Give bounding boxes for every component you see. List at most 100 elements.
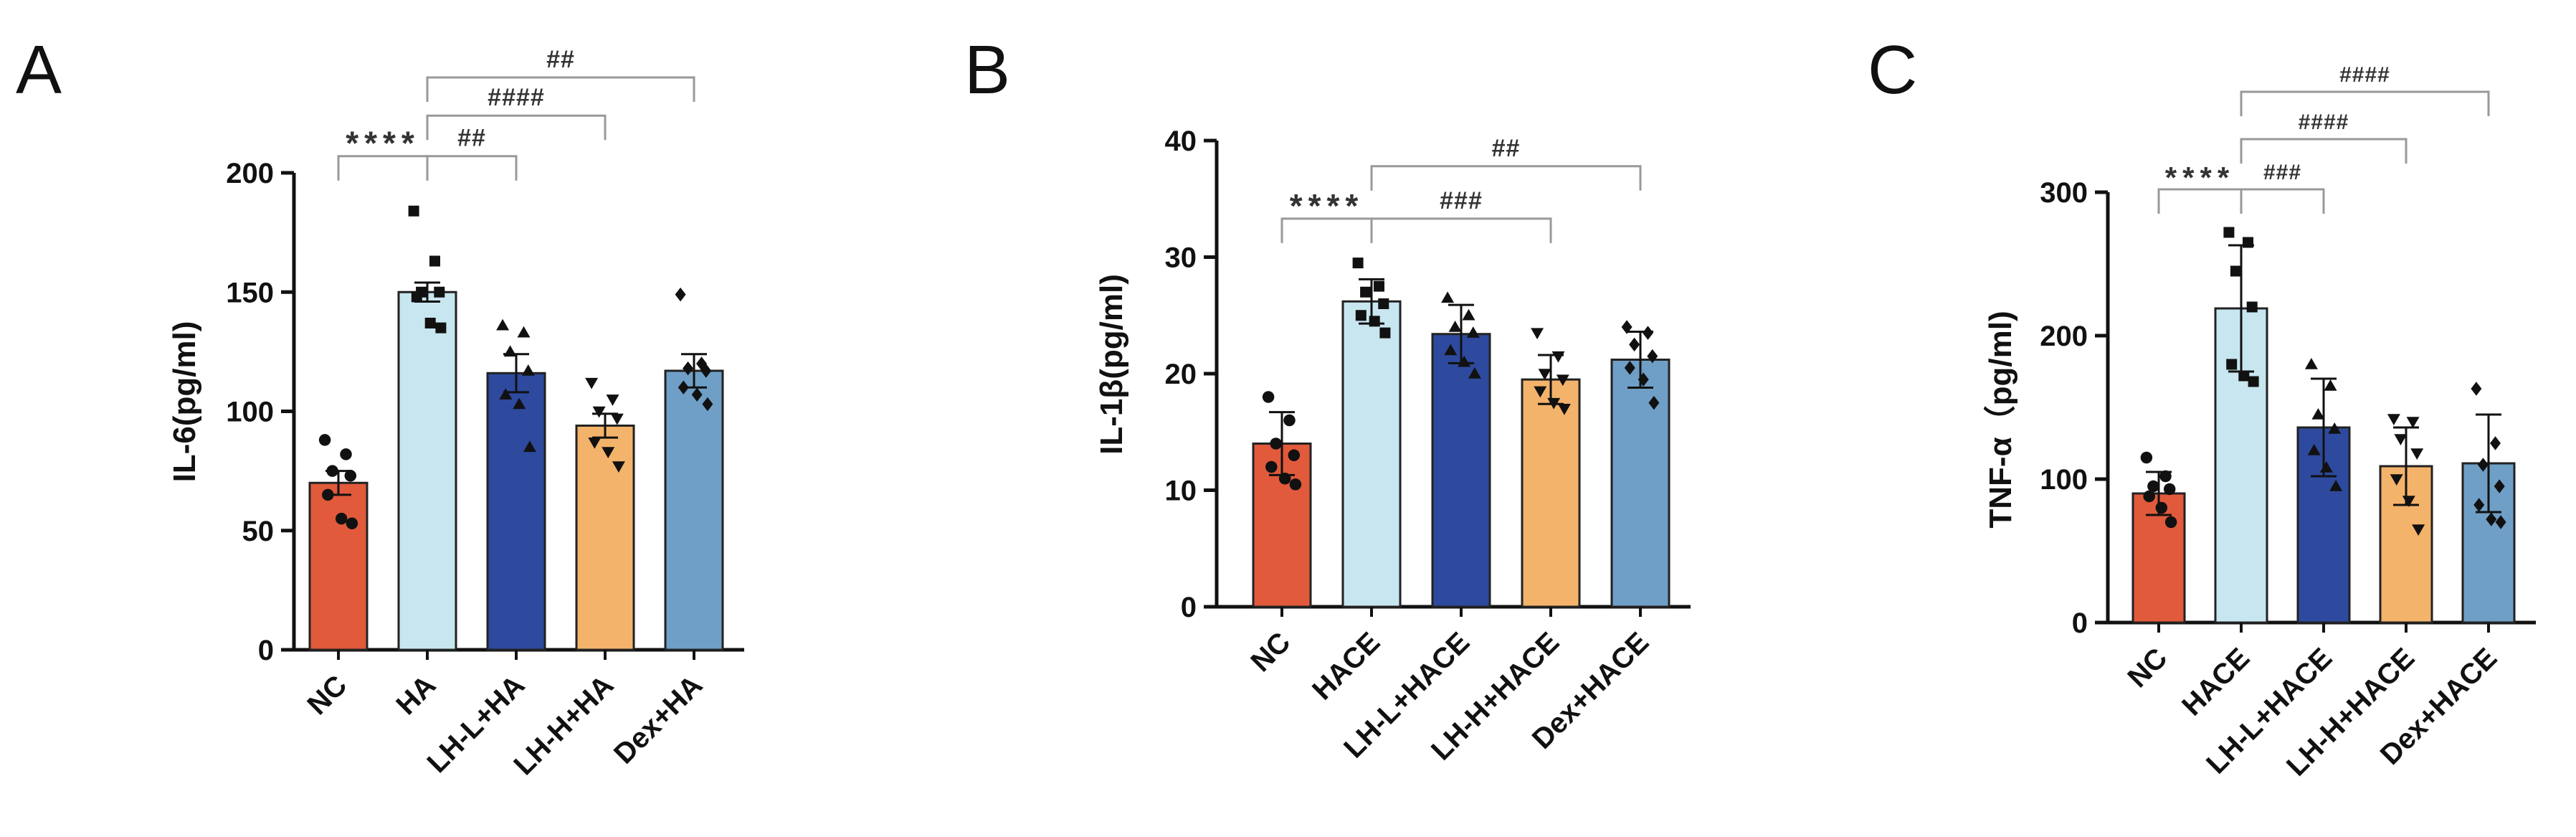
significance-label: ## (546, 46, 575, 73)
data-point (2248, 376, 2259, 387)
data-point (2311, 408, 2325, 420)
bar (1431, 333, 1491, 608)
bar (664, 369, 724, 651)
significance-label: ### (2263, 161, 2301, 184)
data-point (1648, 395, 1660, 410)
data-point (1283, 414, 1296, 427)
data-point (2494, 479, 2505, 493)
data-point (1289, 478, 1302, 491)
data-point (1624, 361, 1635, 375)
data-point (2477, 458, 2489, 472)
significance-bracket (2240, 188, 2325, 214)
data-point (523, 440, 536, 453)
significance-bracket (2240, 138, 2408, 164)
data-point (2410, 448, 2424, 460)
significance-bracket (426, 155, 518, 181)
y-tick-label: 0 (2072, 607, 2088, 639)
data-point (1288, 449, 1301, 461)
bar (308, 481, 369, 651)
data-point (1278, 473, 1291, 485)
data-point (585, 377, 599, 389)
y-tick-label: 20 (1165, 359, 1197, 390)
data-point (1444, 344, 1458, 356)
data-point (2486, 512, 2497, 526)
data-point (2238, 370, 2250, 382)
category-label: NC (301, 669, 353, 721)
data-point (318, 434, 331, 446)
data-point (496, 318, 510, 331)
data-point (610, 413, 624, 425)
bar (397, 290, 457, 651)
data-point (1551, 351, 1565, 363)
data-point (2155, 501, 2168, 514)
data-point (513, 397, 526, 410)
data-point (1629, 337, 1640, 352)
data-point (1379, 327, 1391, 339)
data-point (700, 364, 712, 378)
data-point (1647, 349, 1658, 364)
panel-letter-a: A (16, 32, 62, 108)
bar (1341, 300, 1402, 608)
data-point (340, 448, 352, 460)
data-point (1369, 316, 1380, 327)
y-tick-label: 30 (1165, 242, 1197, 274)
data-point (602, 447, 615, 459)
data-point (1468, 367, 1481, 379)
data-point (2143, 490, 2155, 503)
significance-bracket (426, 76, 695, 102)
data-point (2140, 451, 2153, 464)
significance-label: ### (1440, 187, 1483, 214)
data-point (1360, 286, 1372, 298)
data-point (702, 397, 713, 412)
significance-label: #### (2339, 63, 2390, 87)
data-point (2390, 474, 2403, 486)
data-point (435, 322, 447, 334)
data-point (1466, 326, 1480, 338)
y-axis-title-b: IL-1β(pg/ml) (1094, 274, 1129, 455)
panel-letter-c: C (1868, 32, 1917, 108)
data-point (2412, 524, 2425, 536)
data-point (1534, 386, 1547, 398)
data-point (326, 465, 338, 477)
data-point (2223, 227, 2235, 238)
data-point (606, 394, 619, 406)
data-point (1621, 320, 1632, 334)
data-point (2406, 417, 2420, 428)
data-point (2226, 359, 2238, 370)
category-label: NC (1245, 626, 1296, 678)
y-tick-label: 10 (1165, 476, 1197, 507)
data-point (2328, 422, 2342, 434)
data-point (1448, 321, 1462, 332)
data-point (2329, 480, 2343, 491)
data-point (1458, 355, 1471, 367)
data-point (1265, 460, 1278, 473)
data-point (1441, 291, 1455, 303)
data-point (1378, 298, 1389, 309)
y-tick-label: 0 (1181, 592, 1197, 623)
data-point (1374, 280, 1384, 292)
data-point (335, 512, 348, 525)
data-point (1531, 328, 1544, 340)
data-point (2147, 480, 2159, 493)
data-point (612, 461, 625, 473)
data-point (322, 488, 334, 501)
significance-label: **** (2165, 161, 2235, 194)
data-point (675, 287, 686, 302)
data-point (1643, 326, 1653, 340)
data-point (1547, 397, 1561, 410)
data-point (429, 255, 440, 267)
data-point (678, 380, 689, 394)
significance-bracket (426, 114, 607, 141)
y-tick-label: 50 (242, 516, 275, 547)
significance-label: **** (346, 125, 420, 162)
significance-bracket (1370, 217, 1552, 243)
data-point (1557, 404, 1571, 415)
category-label: HACE (1306, 626, 1386, 706)
data-point (588, 437, 602, 449)
data-point (2159, 470, 2172, 483)
data-point (408, 205, 419, 217)
